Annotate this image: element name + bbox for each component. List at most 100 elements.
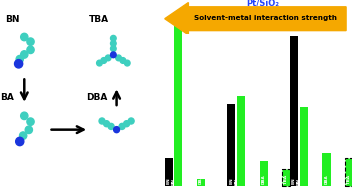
- Circle shape: [96, 60, 102, 66]
- Circle shape: [108, 47, 111, 50]
- Circle shape: [14, 60, 23, 68]
- Circle shape: [16, 115, 21, 120]
- Bar: [322, 153, 331, 186]
- Circle shape: [33, 41, 38, 46]
- Bar: [197, 179, 205, 186]
- Circle shape: [32, 34, 37, 40]
- Text: BN: BN: [171, 178, 175, 185]
- Bar: [282, 169, 290, 186]
- FancyArrow shape: [165, 3, 346, 35]
- Bar: [345, 158, 352, 186]
- Circle shape: [30, 131, 35, 136]
- Text: TBA: TBA: [342, 175, 346, 185]
- Bar: [290, 36, 298, 186]
- Text: TBA: TBA: [284, 175, 288, 184]
- Circle shape: [119, 123, 125, 129]
- Circle shape: [16, 55, 23, 63]
- Circle shape: [16, 137, 24, 146]
- Text: TBA: TBA: [216, 175, 220, 185]
- Circle shape: [104, 62, 107, 65]
- Circle shape: [114, 127, 120, 133]
- Circle shape: [119, 53, 122, 56]
- Circle shape: [127, 125, 130, 129]
- Circle shape: [120, 62, 122, 65]
- Circle shape: [101, 56, 103, 59]
- Text: BN: BN: [5, 15, 19, 24]
- Circle shape: [112, 122, 114, 125]
- Circle shape: [108, 42, 111, 45]
- Circle shape: [105, 53, 108, 56]
- Circle shape: [125, 60, 130, 66]
- Circle shape: [128, 118, 134, 124]
- Bar: [227, 104, 235, 186]
- Text: BN: BN: [229, 177, 233, 184]
- Text: BN: BN: [166, 177, 170, 184]
- Text: BN: BN: [297, 178, 301, 185]
- Circle shape: [16, 36, 21, 41]
- Circle shape: [103, 121, 109, 127]
- Text: BN: BN: [292, 177, 296, 184]
- Text: DBA: DBA: [199, 174, 203, 184]
- Circle shape: [108, 37, 111, 40]
- Circle shape: [108, 123, 114, 129]
- Text: DBA: DBA: [320, 175, 323, 185]
- Text: DBA: DBA: [262, 174, 266, 184]
- Circle shape: [21, 51, 28, 58]
- Circle shape: [25, 126, 32, 134]
- Circle shape: [108, 128, 111, 131]
- Circle shape: [102, 116, 105, 119]
- Circle shape: [120, 58, 126, 63]
- Circle shape: [32, 113, 37, 119]
- Bar: [237, 96, 245, 186]
- Text: DBA: DBA: [257, 175, 261, 185]
- Circle shape: [111, 35, 116, 41]
- Circle shape: [128, 58, 131, 61]
- Circle shape: [33, 50, 38, 55]
- Circle shape: [111, 41, 116, 46]
- Bar: [259, 161, 268, 186]
- Text: Pt/SiO₂: Pt/SiO₂: [246, 0, 279, 8]
- Legend: Initial TOF, Selectivities: Initial TOF, Selectivities: [220, 14, 265, 27]
- Text: TBA: TBA: [279, 175, 283, 185]
- Circle shape: [27, 46, 34, 53]
- Circle shape: [124, 121, 130, 127]
- Circle shape: [21, 33, 28, 41]
- Circle shape: [132, 123, 134, 126]
- Circle shape: [111, 52, 116, 58]
- Circle shape: [119, 122, 122, 125]
- Text: Solvent-metal interaction strength: Solvent-metal interaction strength: [194, 15, 337, 21]
- Circle shape: [122, 128, 125, 131]
- Circle shape: [111, 46, 116, 52]
- Circle shape: [115, 42, 118, 45]
- Circle shape: [19, 132, 27, 139]
- Circle shape: [101, 58, 107, 63]
- Circle shape: [96, 58, 99, 61]
- Circle shape: [105, 55, 111, 61]
- Circle shape: [115, 37, 118, 40]
- Circle shape: [27, 38, 34, 45]
- Text: DBA: DBA: [325, 174, 328, 184]
- Circle shape: [99, 118, 105, 124]
- Circle shape: [107, 119, 110, 122]
- Circle shape: [124, 65, 127, 68]
- Circle shape: [123, 56, 126, 59]
- Circle shape: [108, 60, 111, 63]
- Circle shape: [123, 119, 126, 122]
- Circle shape: [33, 123, 38, 128]
- Circle shape: [128, 116, 131, 119]
- Text: TBA: TBA: [89, 15, 109, 24]
- Text: DBA: DBA: [86, 93, 107, 102]
- Circle shape: [115, 47, 118, 50]
- Text: BA: BA: [0, 93, 14, 102]
- Circle shape: [115, 60, 118, 63]
- Circle shape: [100, 65, 102, 68]
- Text: DBA: DBA: [194, 175, 198, 185]
- Text: BN: BN: [234, 178, 238, 185]
- Bar: [174, 22, 182, 186]
- Circle shape: [116, 55, 121, 61]
- Bar: [300, 107, 308, 186]
- Circle shape: [27, 118, 34, 125]
- Circle shape: [21, 112, 28, 120]
- Circle shape: [103, 125, 106, 129]
- Bar: [164, 158, 172, 186]
